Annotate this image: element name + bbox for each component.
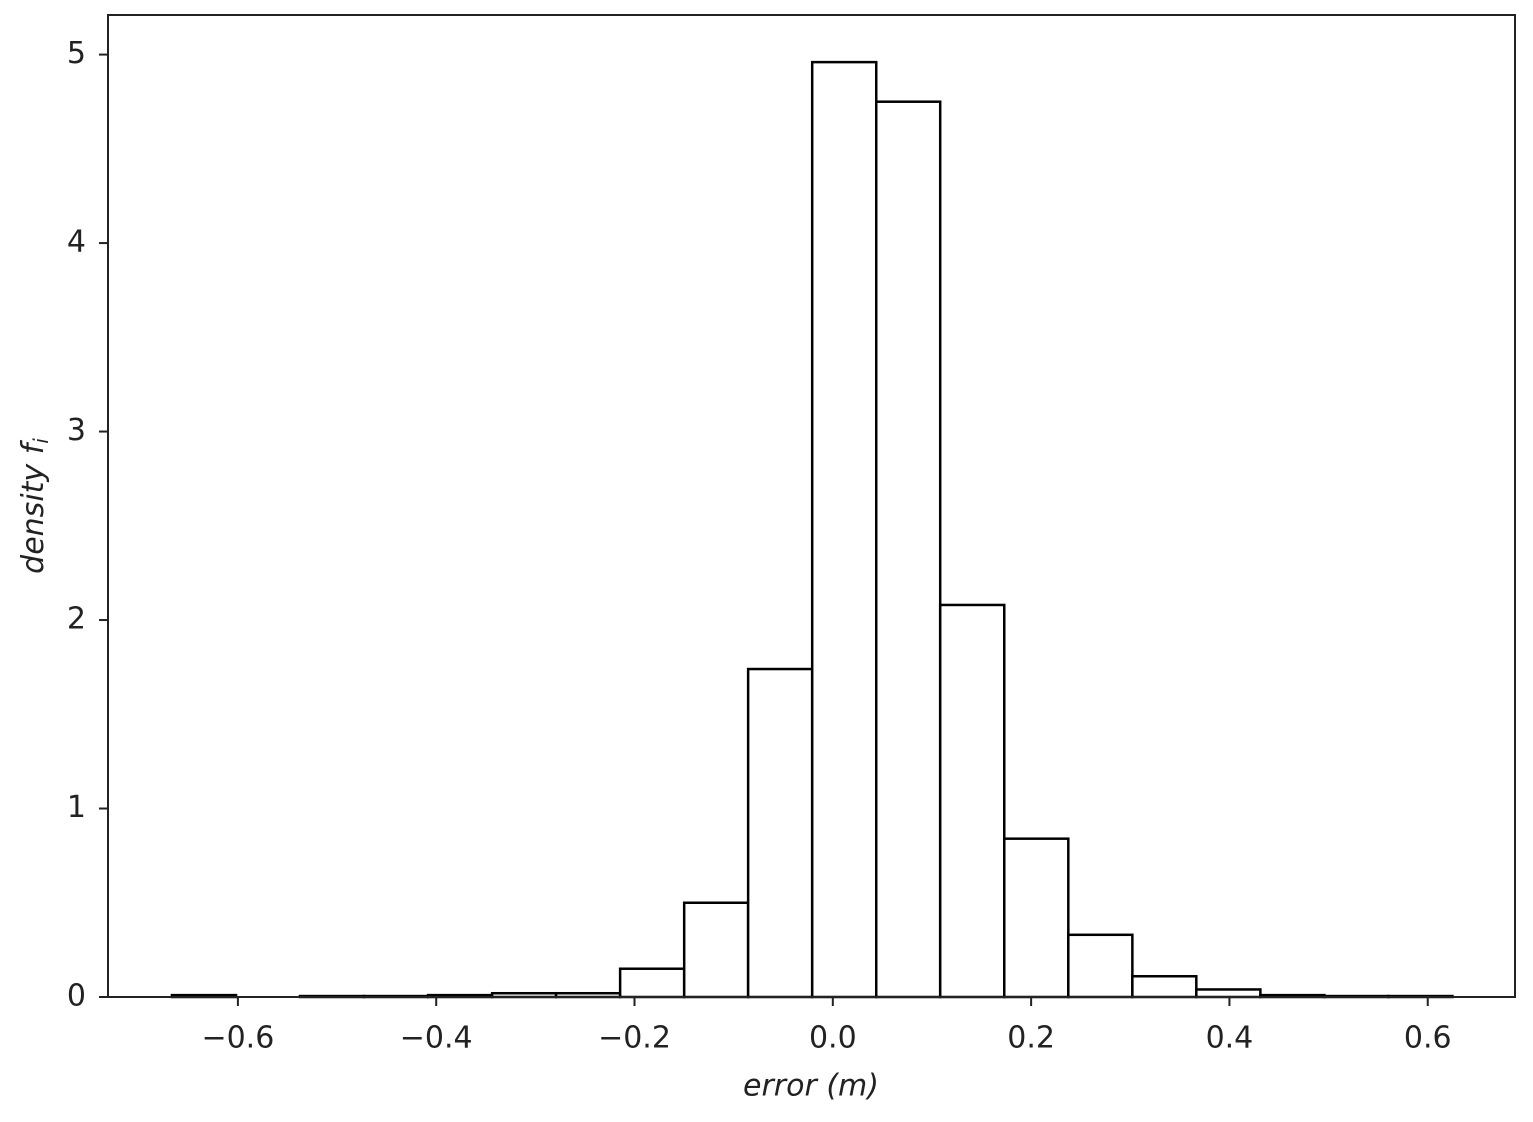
- bar: [1003, 837, 1070, 999]
- x-axis-label: error (m): [743, 1069, 879, 1104]
- y-axis-label-subscript: i: [29, 438, 53, 444]
- plot-frame: [107, 14, 1516, 998]
- y-tick-label: 0: [67, 979, 86, 1014]
- bar: [1067, 933, 1134, 999]
- x-tick-label: 0.6: [1404, 1021, 1452, 1056]
- y-axis-label: density fi: [16, 438, 53, 574]
- bar: [1195, 988, 1262, 999]
- bar: [938, 603, 1006, 999]
- y-axis-label-text: density f: [16, 439, 51, 574]
- x-tick-label: 0.0: [809, 1021, 857, 1056]
- x-tick-label: 0.2: [1007, 1021, 1055, 1056]
- y-tick-label: 4: [67, 225, 86, 260]
- x-tick-label: −0.6: [201, 1021, 274, 1056]
- x-tick-label: −0.4: [400, 1021, 473, 1056]
- bar: [618, 967, 686, 999]
- bar: [746, 667, 814, 999]
- x-tick-label: −0.2: [598, 1021, 671, 1056]
- x-tick-label: 0.4: [1206, 1021, 1254, 1056]
- bar: [682, 901, 750, 999]
- y-tick-label: 1: [67, 790, 86, 825]
- y-tick-label: 3: [67, 413, 86, 448]
- y-tick-label: 2: [67, 602, 86, 637]
- y-tick-label: 5: [67, 36, 86, 71]
- bar: [1131, 975, 1198, 999]
- bar: [810, 60, 878, 999]
- bar: [874, 100, 942, 999]
